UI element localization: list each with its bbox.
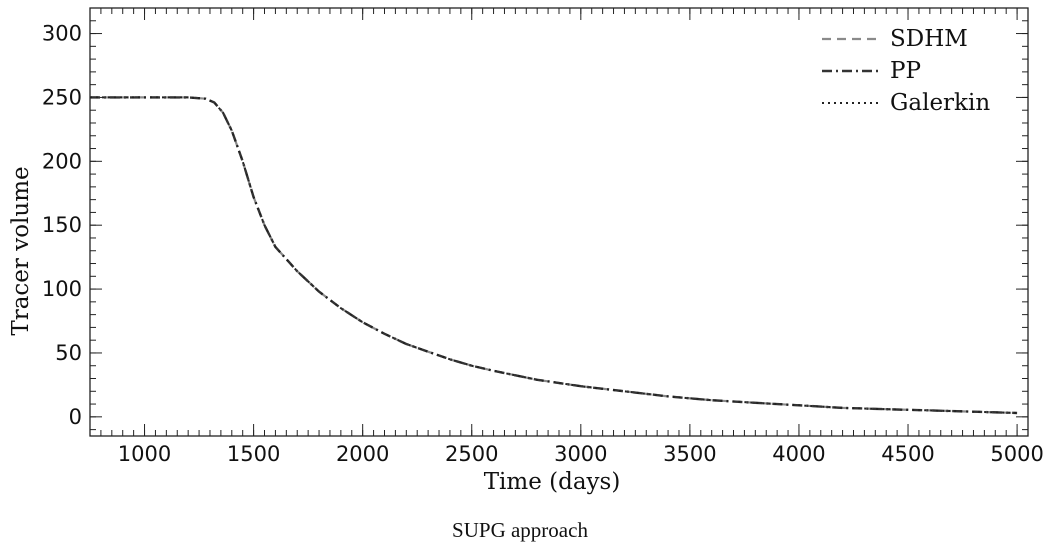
x-tick-label: 3500 bbox=[663, 442, 716, 466]
y-tick-label: 250 bbox=[42, 85, 82, 109]
major-ticks bbox=[90, 8, 1028, 436]
x-tick-label: 4000 bbox=[772, 442, 825, 466]
y-tick-label: 0 bbox=[69, 405, 82, 429]
plot-frame bbox=[89, 7, 1029, 437]
x-tick-label: 4500 bbox=[881, 442, 934, 466]
y-axis-title: Tracer volume bbox=[8, 166, 34, 335]
series-line-sdhm bbox=[90, 96, 1018, 415]
x-tick-label: 1000 bbox=[118, 442, 171, 466]
x-tick-label: 2000 bbox=[336, 442, 389, 466]
legend-label-pp: PP bbox=[890, 58, 921, 84]
x-tick-label: 5000 bbox=[990, 442, 1043, 466]
legend-label-galerkin: Galerkin bbox=[890, 90, 990, 116]
x-tick-label: 1500 bbox=[227, 442, 280, 466]
y-tick-label: 50 bbox=[55, 341, 82, 365]
y-tick-label: 100 bbox=[42, 277, 82, 301]
legend: SDHM PP Galerkin bbox=[822, 26, 990, 116]
figure-caption: SUPG approach bbox=[452, 518, 588, 542]
y-tick-label: 150 bbox=[42, 213, 82, 237]
series-lines bbox=[90, 96, 1018, 415]
legend-label-sdhm: SDHM bbox=[890, 26, 968, 52]
x-tick-label: 3000 bbox=[554, 442, 607, 466]
series-line-pp bbox=[90, 96, 1018, 415]
x-axis-title: Time (days) bbox=[484, 469, 621, 495]
x-tick-labels: 1000 1500 2000 2500 3000 3500 4000 4500 5000 bbox=[118, 442, 1044, 466]
series-line-galerkin bbox=[90, 96, 1018, 414]
y-tick-labels: 0 50 100 150 200 250 300 bbox=[42, 22, 82, 429]
y-tick-label: 300 bbox=[42, 22, 82, 46]
y-tick-label: 200 bbox=[42, 149, 82, 173]
x-tick-label: 2500 bbox=[445, 442, 498, 466]
minor-ticks bbox=[89, 7, 1029, 436]
